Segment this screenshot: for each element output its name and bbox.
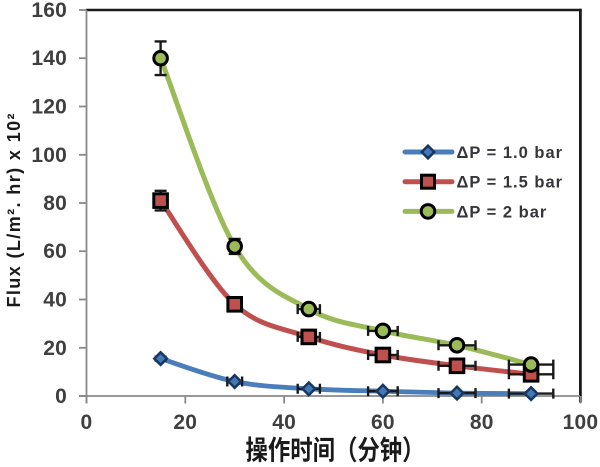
svg-text:60: 60: [43, 240, 67, 263]
svg-text:ΔP = 2 bar: ΔP = 2 bar: [457, 203, 548, 221]
svg-text:160: 160: [31, 0, 67, 22]
svg-text:20: 20: [43, 337, 67, 360]
svg-text:ΔP = 1.5 bar: ΔP = 1.5 bar: [457, 174, 564, 192]
svg-text:20: 20: [173, 411, 197, 434]
svg-text:0: 0: [55, 385, 67, 408]
svg-text:120: 120: [31, 96, 67, 119]
svg-text:80: 80: [470, 411, 494, 434]
svg-text:100: 100: [563, 411, 599, 434]
svg-text:40: 40: [272, 411, 296, 434]
svg-text:80: 80: [43, 192, 67, 215]
svg-text:ΔP = 1.0 bar: ΔP = 1.0 bar: [457, 144, 564, 162]
svg-text:0: 0: [81, 411, 93, 434]
svg-text:Flux (L/m². hr) x 10²: Flux (L/m². hr) x 10²: [4, 112, 24, 307]
svg-text:40: 40: [43, 289, 67, 312]
svg-text:140: 140: [31, 47, 67, 70]
svg-text:100: 100: [31, 144, 67, 167]
svg-text:60: 60: [371, 411, 395, 434]
